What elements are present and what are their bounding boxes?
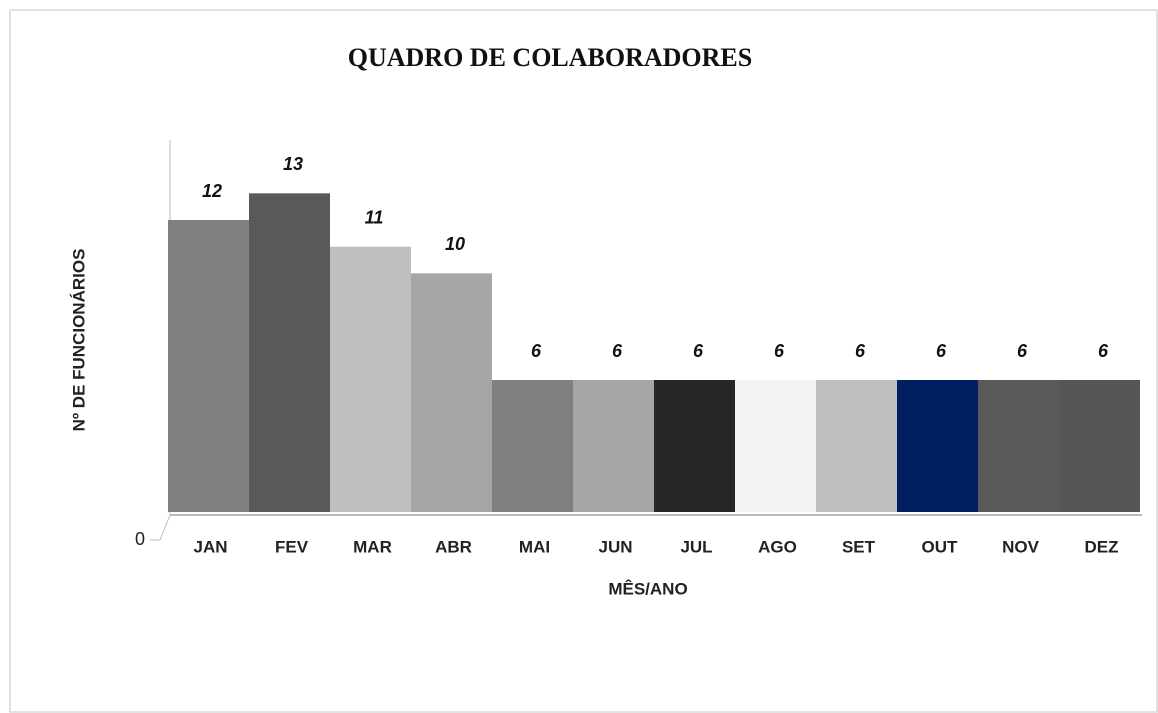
bar	[654, 380, 735, 512]
x-tick-label: MAI	[519, 537, 550, 556]
y-tick-label: 0	[135, 529, 145, 549]
bar	[492, 380, 573, 512]
x-tick-label: FEV	[275, 537, 309, 556]
data-label: 13	[283, 154, 303, 174]
data-label: 6	[1098, 341, 1109, 361]
bar	[1059, 380, 1140, 512]
x-tick-label: AGO	[758, 537, 797, 556]
bar	[978, 380, 1059, 512]
bar	[897, 380, 978, 512]
bar	[330, 246, 411, 512]
data-label: 11	[365, 207, 384, 227]
data-label: 6	[693, 341, 704, 361]
x-tick-label: ABR	[435, 537, 472, 556]
y-axis-title: Nº DE FUNCIONÁRIOS	[69, 249, 88, 432]
chart-title: QUADRO DE COLABORADORES	[348, 43, 753, 72]
bar	[816, 380, 897, 512]
x-tick-label: JUL	[680, 537, 712, 556]
x-axis-title: MÊS/ANO	[608, 579, 687, 598]
data-label: 6	[774, 341, 785, 361]
bar	[411, 273, 492, 512]
x-tick-label: SET	[842, 537, 876, 556]
x-tick-label: MAR	[353, 537, 392, 556]
bar	[735, 380, 816, 512]
x-tick-label: NOV	[1002, 537, 1040, 556]
bar	[168, 220, 249, 512]
bar	[249, 193, 330, 513]
x-tick-label: JUN	[598, 537, 632, 556]
x-tick-label: JAN	[193, 537, 227, 556]
x-tick-label: DEZ	[1085, 537, 1119, 556]
floor-edge	[159, 514, 171, 541]
data-label: 10	[445, 234, 465, 254]
data-label: 6	[531, 341, 542, 361]
data-label: 12	[202, 181, 222, 201]
data-label: 6	[612, 341, 623, 361]
data-label: 6	[936, 341, 947, 361]
data-label: 6	[1017, 341, 1028, 361]
x-tick-label: OUT	[922, 537, 959, 556]
bar	[573, 380, 654, 512]
data-label: 6	[855, 341, 866, 361]
